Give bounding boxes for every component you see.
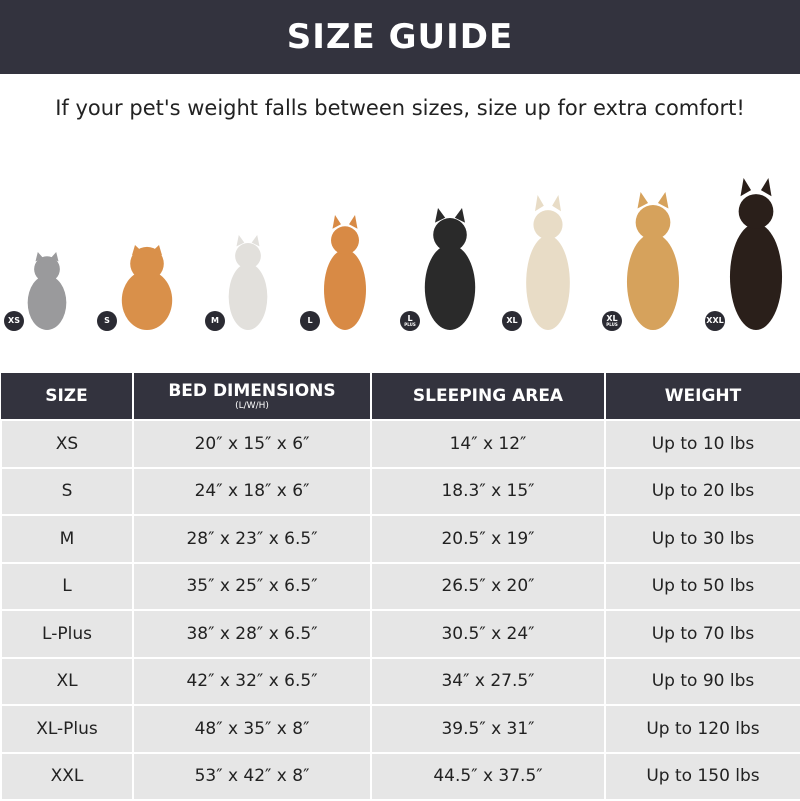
- cell-bed: 20″ x 15″ x 6″: [132, 419, 372, 469]
- size-badge: XS: [4, 311, 24, 331]
- cell-weight: Up to 30 lbs: [604, 514, 800, 564]
- cell-size: M: [0, 514, 134, 564]
- cell-weight: Up to 120 lbs: [604, 704, 800, 754]
- french-bulldog-image: [225, 235, 271, 330]
- cell-bed: 48″ x 35″ x 8″: [132, 704, 372, 754]
- cell-size: L-Plus: [0, 609, 134, 659]
- header-size: SIZE: [1, 373, 134, 421]
- cell-weight: Up to 10 lbs: [604, 419, 800, 469]
- cell-sleeping: 18.3″ x 15″: [370, 466, 606, 516]
- cell-bed: 38″ x 28″ x 6.5″: [132, 609, 372, 659]
- size-badge: XL PLUS: [602, 311, 622, 331]
- table-row: XL 42″ x 32″ x 6.5″ 34″ x 27.5″ Up to 90 lb…: [0, 656, 800, 706]
- cell-weight: Up to 20 lbs: [604, 466, 800, 516]
- header-bed-dimensions: BED DIMENSIONS (L/W/H): [133, 373, 372, 421]
- table-row: XS 20″ x 15″ x 6″ 14″ x 12″ Up to 10 lbs: [0, 419, 800, 469]
- size-badge: M: [205, 311, 225, 331]
- subtitle: If your pet's weight falls between sizes…: [55, 96, 745, 120]
- size-badge: S: [97, 311, 117, 331]
- page-title: SIZE GUIDE: [286, 17, 514, 57]
- cell-weight: Up to 90 lbs: [604, 656, 800, 706]
- border-collie-image: [420, 208, 480, 330]
- cell-size: S: [0, 466, 134, 516]
- size-badge: XL: [502, 311, 522, 331]
- cell-sleeping: 44.5″ x 37.5″: [370, 751, 606, 801]
- cell-bed: 35″ x 25″ x 6.5″: [132, 561, 372, 611]
- cell-bed: 53″ x 42″ x 8″: [132, 751, 372, 801]
- golden-retriever-image: [622, 192, 684, 330]
- cell-size: XXL: [0, 751, 134, 801]
- header-sleeping-area: SLEEPING AREA: [371, 373, 606, 421]
- table-row: XXL 53″ x 42″ x 8″ 44.5″ x 37.5″ Up to 150 …: [0, 751, 800, 801]
- labrador-image: [522, 195, 574, 330]
- cell-sleeping: 20.5″ x 19″: [370, 514, 606, 564]
- cell-weight: Up to 50 lbs: [604, 561, 800, 611]
- cell-sleeping: 34″ x 27.5″: [370, 656, 606, 706]
- table-row: XL-Plus 48″ x 35″ x 8″ 39.5″ x 31″ Up to 12…: [0, 704, 800, 754]
- doberman-image: [725, 178, 787, 330]
- header-weight: WEIGHT: [605, 373, 800, 421]
- cell-size: XL: [0, 656, 134, 706]
- cell-sleeping: 14″ x 12″: [370, 419, 606, 469]
- cell-weight: Up to 70 lbs: [604, 609, 800, 659]
- cell-size: L: [0, 561, 134, 611]
- cell-bed: 42″ x 32″ x 6.5″: [132, 656, 372, 706]
- cat-image: [24, 252, 70, 330]
- table-row: M 28″ x 23″ x 6.5″ 20.5″ x 19″ Up to 30 lbs: [0, 514, 800, 564]
- cell-sleeping: 30.5″ x 24″: [370, 609, 606, 659]
- size-badge: XXL: [705, 311, 725, 331]
- pomeranian-image: [117, 245, 177, 330]
- cell-size: XL-Plus: [0, 704, 134, 754]
- pet-lineup: XS S M L L PLUS XL XL PLUS XXL: [0, 170, 800, 340]
- size-badge: L: [300, 311, 320, 331]
- cell-size: XS: [0, 419, 134, 469]
- table-row: L-Plus 38″ x 28″ x 6.5″ 30.5″ x 24″ Up to 7…: [0, 609, 800, 659]
- cell-weight: Up to 150 lbs: [604, 751, 800, 801]
- cell-bed: 28″ x 23″ x 6.5″: [132, 514, 372, 564]
- cell-bed: 24″ x 18″ x 6″: [132, 466, 372, 516]
- cell-sleeping: 26.5″ x 20″: [370, 561, 606, 611]
- shiba-inu-image: [320, 215, 370, 330]
- table-row: L 35″ x 25″ x 6.5″ 26.5″ x 20″ Up to 50 lbs: [0, 561, 800, 611]
- title-banner: SIZE GUIDE: [0, 0, 800, 74]
- size-table: SIZE BED DIMENSIONS (L/W/H) SLEEPING AREA…: [0, 373, 800, 801]
- cell-sleeping: 39.5″ x 31″: [370, 704, 606, 754]
- size-badge: L PLUS: [400, 311, 420, 331]
- table-row: S 24″ x 18″ x 6″ 18.3″ x 15″ Up to 20 lbs: [0, 466, 800, 516]
